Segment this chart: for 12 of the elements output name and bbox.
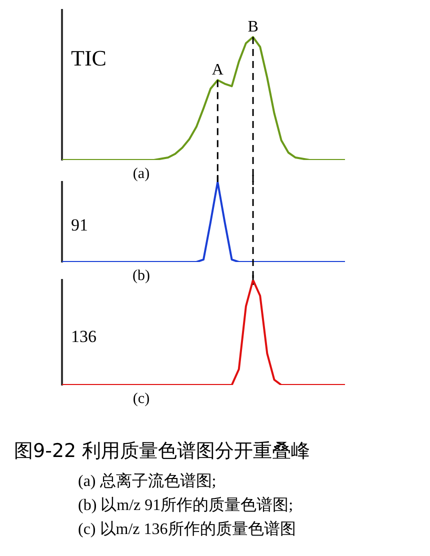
text: 图9-22 利用质量色谱图分开重叠峰 xyxy=(14,439,312,464)
x-axis-title: (c) xyxy=(132,390,150,407)
text: (c) 以m/z 136所作的质量色谱图 xyxy=(78,520,296,540)
text: (b) 以m/z 91所作的质量色谱图; xyxy=(78,496,294,516)
y-axis-title: TIC xyxy=(71,45,106,70)
x-axis-title: (a) xyxy=(132,166,150,182)
x-axis-title: (b) xyxy=(132,268,150,284)
text: (a) 总离子流色谱图; xyxy=(78,472,218,492)
text: B xyxy=(248,18,258,36)
annotation: A xyxy=(212,61,224,78)
y-axis-title: 91 xyxy=(71,215,88,234)
y-axis-title: 136 xyxy=(71,327,96,346)
